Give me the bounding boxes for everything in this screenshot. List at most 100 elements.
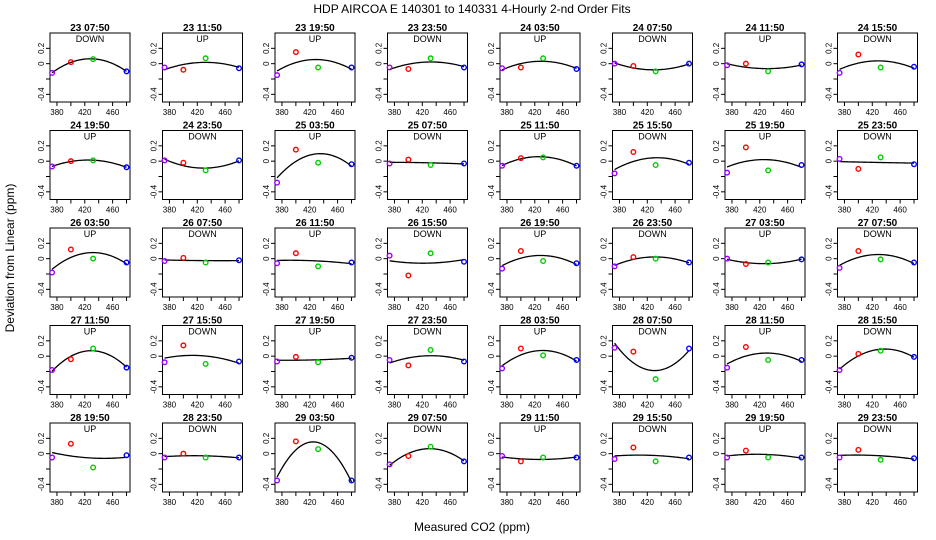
y-tick-label: -0.4 [487,184,496,198]
data-point [499,265,506,272]
y-tick-label: 0.2 [262,140,271,152]
panel-frame [274,130,356,200]
data-point [499,452,506,459]
fit-curve [51,251,127,270]
data-point [348,161,355,168]
data-point [123,164,130,171]
y-tick-label: -0.4 [825,379,834,393]
y-tick-label: 0 [600,353,609,358]
data-point [405,66,412,73]
data-point [274,477,281,484]
x-tick-label: 380 [725,108,739,117]
y-tick-label: -0.4 [825,87,834,101]
y-tick-label: 0 [37,451,46,456]
panel-direction: UP [84,424,97,434]
x-tick-label: 380 [50,401,64,410]
x-tick-label: 380 [163,401,177,410]
data-point [911,161,918,168]
fit-curve [164,259,240,262]
x-tick-label: 420 [191,498,205,507]
x-tick-label: 460 [668,401,682,410]
data-point [540,154,547,161]
panel-title: 28 11:50 [746,316,785,327]
y-tick-label: 0.2 [825,42,834,54]
data-point [836,69,843,76]
x-tick-label: 460 [781,303,795,312]
data-point [540,257,547,264]
fit-curve [839,454,915,460]
fit-curve [277,357,352,361]
x-tick-label: 460 [556,303,570,312]
data-point [540,55,547,62]
fit-curve [164,354,240,364]
x-tick-label: 380 [50,108,64,117]
y-tick-label: -0.4 [375,87,384,101]
fit-curve [727,453,802,459]
y-tick-label: 0.2 [712,335,721,347]
data-point [274,179,281,186]
y-tick-label: -0.4 [487,379,496,393]
y-tick-label: 0 [600,256,609,261]
x-tick-label: 420 [866,303,880,312]
data-point [836,454,843,461]
panel-title: 25 15:50 [633,121,673,132]
panel-title: 27 11:50 [71,316,110,327]
data-point [123,259,130,266]
panel-direction: DOWN [188,229,217,239]
y-tick-label: -0.4 [375,477,384,491]
y-tick-label: 0 [600,451,609,456]
y-tick-label: 0 [825,451,834,456]
data-point [798,256,805,263]
y-tick-label: -0.4 [712,87,721,101]
data-point [724,62,731,69]
data-point [90,345,97,352]
data-point [315,263,322,270]
panel-direction: DOWN [863,132,892,142]
y-tick-label: 0 [37,256,46,261]
panel-title: 24 19:50 [70,121,110,132]
x-tick-label: 380 [163,206,177,215]
panel-frame [837,227,918,298]
y-tick-label: 0 [487,158,496,163]
y-tick-label: 0.2 [37,335,46,347]
y-tick-label: -0.4 [712,379,721,393]
x-tick-label: 460 [443,108,457,117]
data-point [461,258,468,265]
data-point [652,255,659,262]
y-tick-label: 0 [825,353,834,358]
x-tick-label: 380 [838,303,852,312]
panel-frame [724,325,806,395]
panel-title: 27 03:50 [745,218,785,229]
panel-direction: UP [196,34,209,44]
data-point [348,354,355,361]
data-point [765,68,772,75]
y-tick-label: 0.2 [375,42,384,54]
data-point [292,353,299,360]
data-point [517,64,524,71]
panel-direction: DOWN [863,327,892,337]
panel-direction: DOWN [413,327,442,337]
y-tick-label: -0.4 [487,282,496,296]
panel-title: 26 19:50 [520,218,560,229]
y-tick-label: 0.2 [600,237,609,249]
data-point [386,64,393,71]
y-tick-label: 0.2 [600,335,609,347]
y-tick-label: 0.2 [487,432,496,444]
x-tick-label: 460 [893,303,907,312]
x-tick-label: 420 [866,206,880,215]
data-point [274,358,281,365]
y-tick-label: 0.2 [37,432,46,444]
data-point [202,167,209,174]
data-point [573,66,580,73]
data-point [236,65,243,72]
panel-frame [49,32,131,103]
y-tick-label: -0.4 [600,184,609,198]
